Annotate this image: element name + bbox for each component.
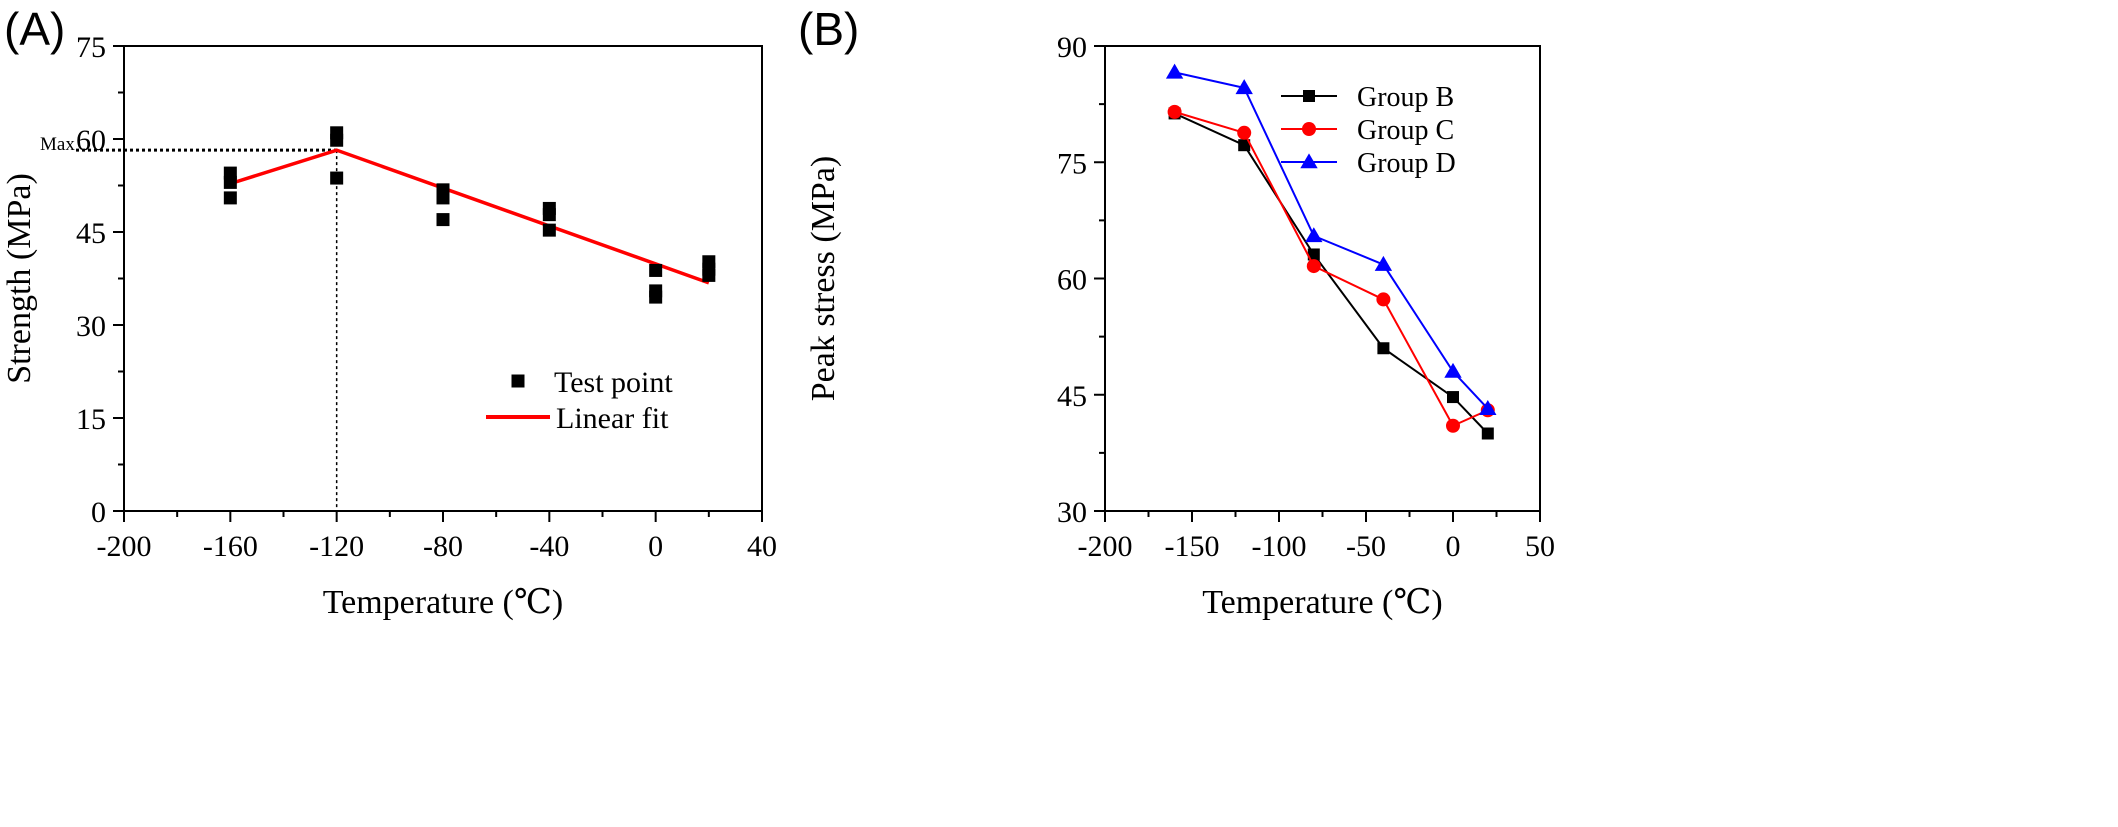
legend-label-test-point: Test point (554, 366, 673, 399)
series-marker-group-b (1377, 342, 1390, 355)
series-marker-group-d (1444, 362, 1462, 378)
y-tick-label: 30 (1057, 496, 1087, 529)
x-tick-label: 0 (648, 530, 663, 563)
series-marker-group-d (1479, 400, 1497, 415)
series-marker-group-d (1235, 79, 1253, 95)
test-point-marker (649, 284, 663, 298)
series-marker-group-c (1306, 259, 1321, 274)
series-marker-group-c (1237, 125, 1252, 140)
series-marker-group-c (1446, 418, 1460, 433)
panel-label-a: (A) (4, 3, 66, 55)
x-tick-label: -40 (529, 530, 569, 563)
panel-label-b: (B) (798, 3, 860, 55)
test-point-marker (436, 183, 450, 197)
y-tick-label: 90 (1057, 31, 1087, 64)
x-tick-label: -50 (1346, 530, 1386, 563)
x-axis-title: Temperature (℃) (323, 584, 563, 621)
y-tick-label: 0 (91, 496, 106, 529)
legend-label-group-d: Group D (1357, 148, 1456, 179)
max-label: Max (40, 134, 75, 155)
test-point-marker (702, 255, 716, 269)
y-tick-label: 60 (1057, 264, 1087, 297)
x-tick-label: 0 (1446, 530, 1461, 563)
legend-marker-group-d (1300, 153, 1318, 169)
y-tick-label: 30 (76, 310, 106, 343)
y-axis-title: Peak stress (MPa) (805, 156, 842, 402)
test-point-marker (436, 213, 450, 227)
x-tick-label: -150 (1165, 530, 1220, 563)
series-marker-group-b (1238, 139, 1251, 152)
legend-label-group-c: Group C (1357, 115, 1454, 146)
y-tick-label: 75 (76, 31, 106, 64)
x-tick-label: -160 (203, 530, 258, 563)
legend-marker-group-b (1303, 90, 1315, 102)
legend-label-linear-fit: Linear fit (556, 402, 669, 435)
series-marker-group-d (1165, 63, 1184, 79)
test-point-marker (223, 191, 237, 205)
series-marker-group-b (1447, 391, 1459, 404)
series-marker-group-b (1307, 248, 1320, 261)
x-tick-label: -100 (1252, 530, 1307, 563)
x-tick-label: -80 (423, 530, 463, 563)
x-tick-label: 50 (1525, 530, 1555, 563)
x-tick-label: 40 (747, 530, 777, 563)
legend-marker-group-c (1302, 122, 1316, 136)
x-axis-title: Temperature (℃) (1202, 584, 1442, 621)
x-tick-label: -120 (309, 530, 364, 563)
legend-label-group-b: Group B (1357, 82, 1454, 113)
y-axis-title: Strength (MPa) (1, 173, 38, 384)
test-point-marker (223, 166, 237, 180)
series-marker-group-d (1374, 255, 1393, 271)
test-point-marker (330, 171, 344, 185)
test-point-marker (542, 223, 556, 237)
series-marker-group-c (1167, 104, 1182, 119)
series-marker-group-b (1481, 427, 1494, 440)
y-tick-label: 45 (76, 217, 106, 250)
y-tick-label: 45 (1057, 380, 1087, 413)
linear-fit-line (229, 148, 710, 285)
chart-a: -200 -160 -120 -80 -40 0 40 0 15 30 45 60 75 Temperat… (1, 31, 777, 621)
plot-frame (123, 45, 763, 512)
test-point-marker (330, 126, 344, 140)
series-line-group-b (1174, 112, 1489, 435)
y-tick-label: 75 (1057, 147, 1087, 180)
x-tick-label: -200 (97, 530, 152, 563)
legend-marker-test-point (511, 374, 525, 388)
test-point-marker (542, 201, 556, 215)
y-tick-label: 60 (76, 124, 106, 157)
series-marker-group-d (1305, 227, 1323, 243)
series-marker-group-c (1376, 292, 1391, 307)
chart-b: -200 -150 -100 -50 0 50 30 45 60 75 90 Temperature … (805, 31, 1555, 621)
test-point-marker (649, 263, 663, 277)
x-tick-label: -200 (1078, 530, 1133, 563)
y-tick-label: 15 (76, 403, 106, 436)
